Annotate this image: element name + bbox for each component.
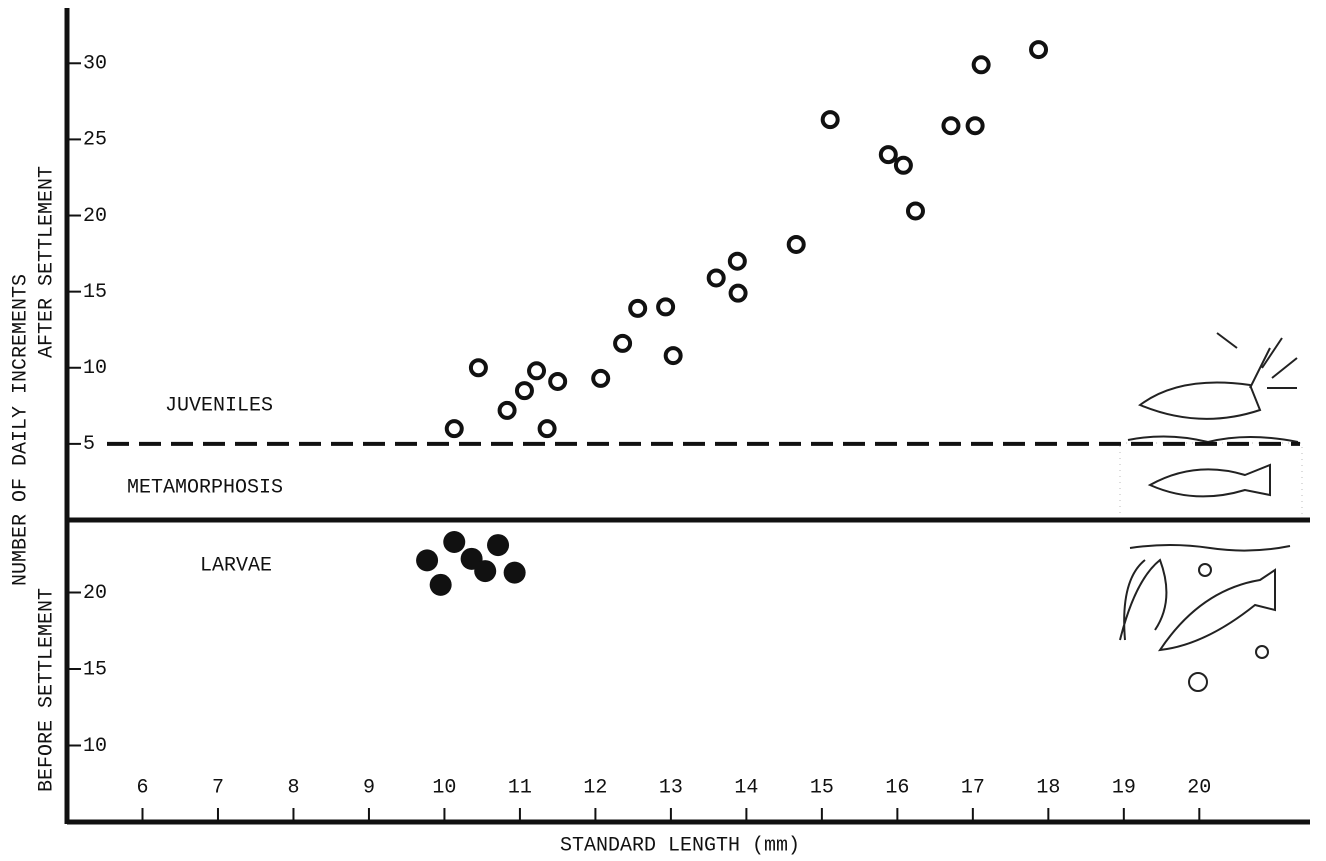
- point: [500, 403, 515, 418]
- point: [443, 531, 465, 553]
- annotation: JUVENILES: [165, 394, 273, 417]
- point: [529, 363, 544, 378]
- x-tick-label: 9: [363, 776, 375, 799]
- point: [550, 374, 565, 389]
- y-axis-title: BEFORE SETTLEMENT: [35, 588, 58, 792]
- point: [709, 270, 724, 285]
- point: [974, 57, 989, 72]
- y-tick-label: 15: [83, 658, 107, 681]
- point: [504, 562, 526, 584]
- x-tick-label: 18: [1036, 776, 1060, 799]
- page: {"chart_data": [ {"type": "scatter", "ma…: [0, 0, 1326, 861]
- y-tick-label: 10: [83, 735, 107, 758]
- point: [447, 421, 462, 436]
- x-tick-label: 8: [287, 776, 299, 799]
- point: [731, 286, 746, 301]
- annotation: LARVAE: [200, 554, 272, 577]
- x-tick-label: 10: [432, 776, 456, 799]
- point: [666, 348, 681, 363]
- point: [416, 549, 438, 571]
- x-tick-label: 11: [508, 776, 532, 799]
- y-tick-label: 25: [83, 129, 107, 152]
- y-tick-label: 5: [83, 433, 95, 456]
- chart: 6 7 8 9 10 11 12 13 14 15 16 17 18 19 20 STANDARD LENGT…: [0, 0, 1326, 861]
- point: [881, 147, 896, 162]
- point: [908, 203, 923, 218]
- point: [1031, 42, 1046, 57]
- x-tick-label: 20: [1187, 776, 1211, 799]
- x-tick-label: 16: [885, 776, 909, 799]
- x-tick-label: 7: [212, 776, 224, 799]
- point: [658, 299, 673, 314]
- point: [896, 158, 911, 173]
- point: [730, 254, 745, 269]
- point: [517, 383, 532, 398]
- point: [943, 118, 958, 133]
- x-tick-label: 15: [810, 776, 834, 799]
- y-axis-title: NUMBER OF DAILY INCREMENTS: [9, 274, 32, 586]
- y-axis-title: AFTER SETTLEMENT: [35, 166, 58, 358]
- point: [630, 301, 645, 316]
- point: [593, 371, 608, 386]
- y-tick-label: 20: [83, 205, 107, 228]
- point: [789, 237, 804, 252]
- point: [540, 421, 555, 436]
- annotation: METAMORPHOSIS: [127, 476, 283, 499]
- point: [430, 574, 452, 596]
- y-tick-label: 20: [83, 582, 107, 605]
- illustration: [1120, 333, 1302, 691]
- point: [968, 118, 983, 133]
- x-axis-title: STANDARD LENGTH (mm): [560, 834, 800, 857]
- y-tick-label: 30: [83, 53, 107, 76]
- y-tick-label: 10: [83, 357, 107, 380]
- point: [615, 336, 630, 351]
- x-tick-label: 6: [136, 776, 148, 799]
- y-tick-label: 15: [83, 281, 107, 304]
- x-tick-label: 12: [583, 776, 607, 799]
- point: [471, 360, 486, 375]
- x-tick-label: 17: [961, 776, 985, 799]
- x-tick-label: 14: [734, 776, 758, 799]
- x-tick-label: 13: [659, 776, 683, 799]
- point: [487, 534, 509, 556]
- point: [474, 560, 496, 582]
- point: [823, 112, 838, 127]
- x-tick-label: 19: [1112, 776, 1136, 799]
